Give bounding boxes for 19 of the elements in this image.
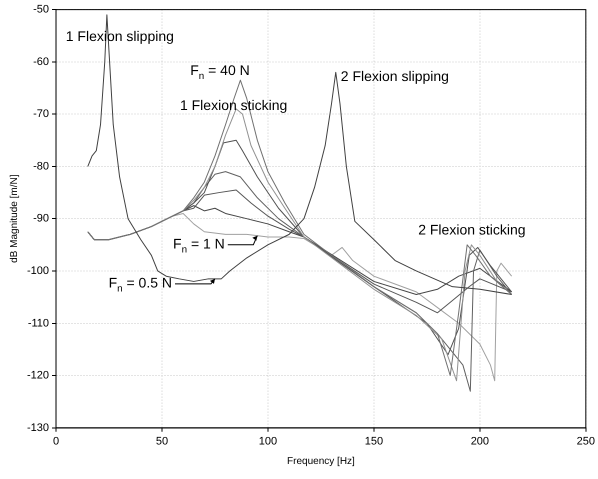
- annotation: 2 Flexion slipping: [340, 68, 449, 84]
- y-tick-label: -70: [33, 108, 50, 120]
- y-tick-label: -80: [33, 160, 50, 172]
- x-tick-label: 250: [576, 435, 596, 448]
- y-tick-label: -130: [26, 422, 50, 434]
- y-tick-label: -60: [33, 56, 50, 68]
- y-tick-label: -120: [26, 370, 50, 382]
- x-axis-title: Frequency [Hz]: [287, 456, 356, 467]
- y-axis-title: dB Magnitude [m/N]: [8, 174, 20, 263]
- y-tick-label: -100: [26, 265, 50, 278]
- y-tick-label: -50: [33, 4, 50, 16]
- x-tick-label: 0: [52, 435, 60, 448]
- annotation: 2 Flexion sticking: [418, 222, 526, 238]
- x-tick-label: 150: [364, 435, 384, 448]
- x-tick-label: 50: [156, 435, 168, 448]
- y-tick-label: -90: [33, 212, 50, 225]
- x-tick-label: 100: [258, 435, 278, 448]
- y-tick-label: -110: [28, 317, 50, 330]
- x-tick-label: 200: [470, 435, 490, 448]
